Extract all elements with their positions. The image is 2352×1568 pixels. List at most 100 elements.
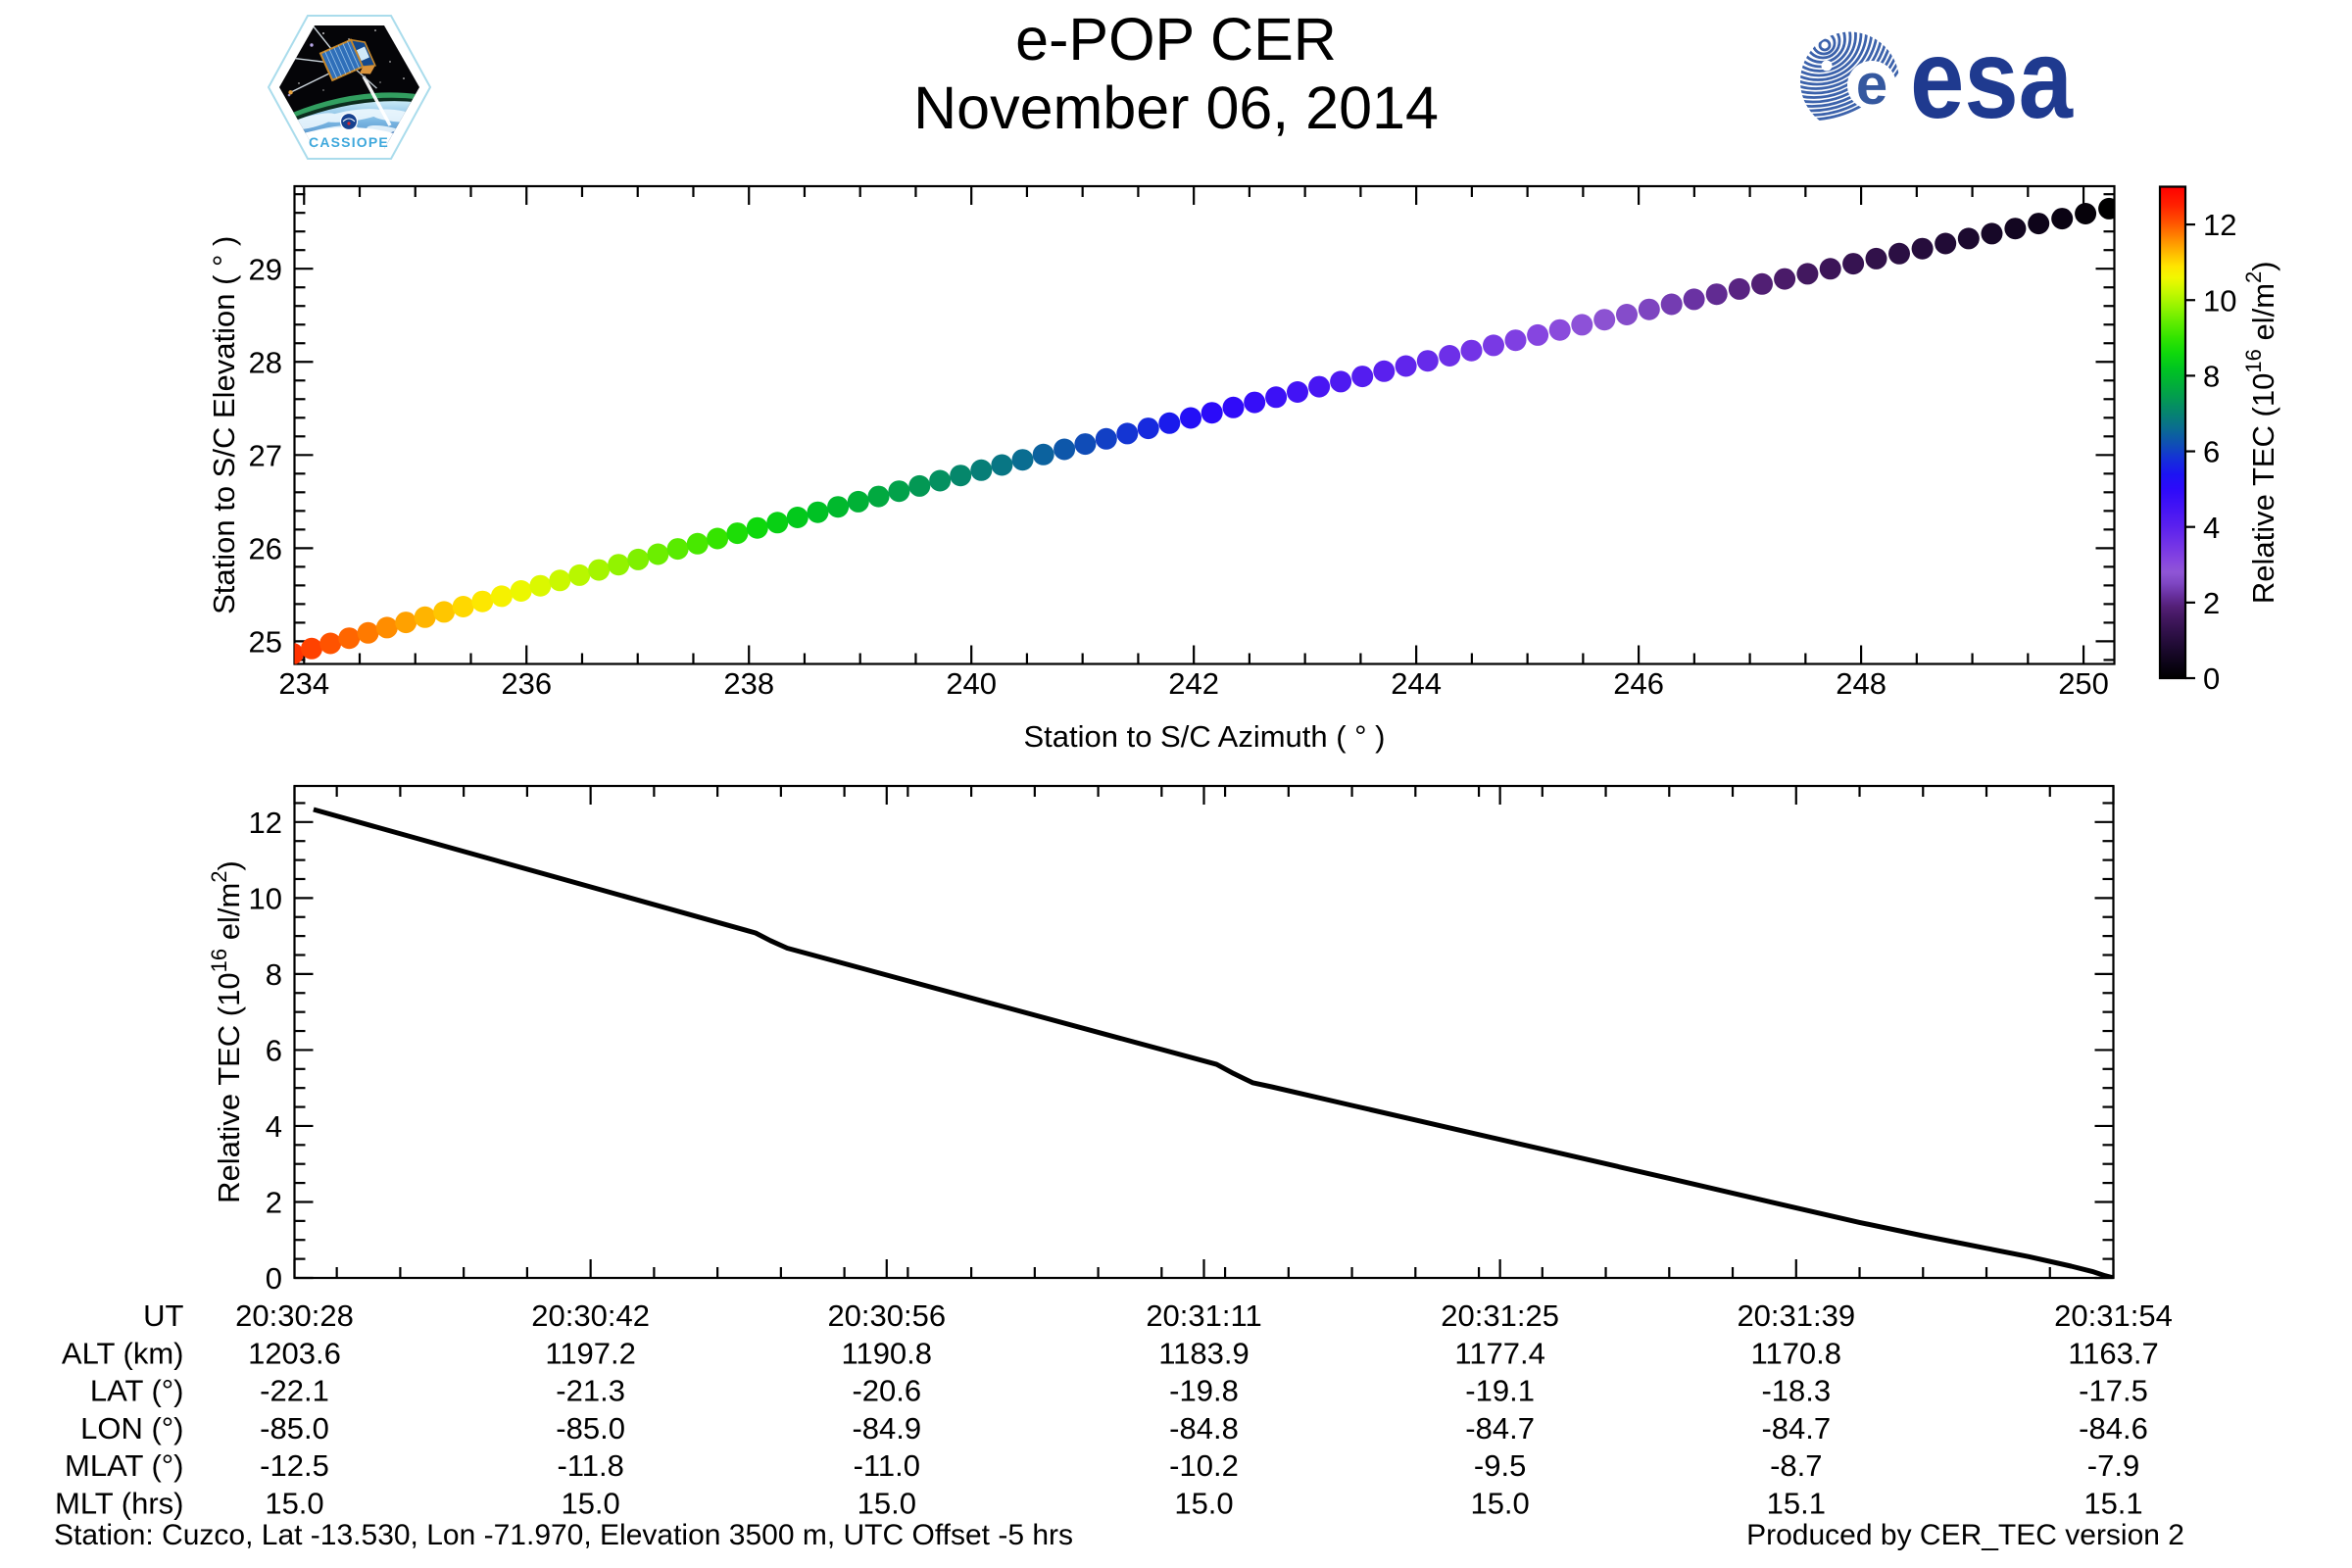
scatter-point — [1287, 381, 1308, 403]
scatter-point — [1571, 314, 1593, 336]
table-cell: 1170.8 — [1751, 1336, 1842, 1370]
scatter-point — [1593, 309, 1616, 331]
scatter-point — [1774, 268, 1796, 290]
scatter-point — [1865, 247, 1887, 270]
table-cell: -7.9 — [2087, 1448, 2139, 1483]
scatter-point — [1200, 402, 1223, 424]
scatter-point — [2028, 213, 2050, 235]
table-cell: 20:31:54 — [2054, 1298, 2173, 1333]
x-tick-label: 248 — [1836, 666, 1886, 701]
scatter-point — [452, 596, 474, 617]
scatter-point — [588, 559, 611, 581]
scatter-point — [627, 548, 650, 570]
scatter-point — [357, 621, 379, 644]
scatter-point — [1935, 232, 1957, 255]
table-cell: 1177.4 — [1454, 1336, 1545, 1370]
table-cell: -85.0 — [556, 1411, 625, 1446]
scatter-point — [666, 538, 689, 561]
scatter-point — [1683, 288, 1705, 311]
table-cell: 20:31:11 — [1146, 1298, 1261, 1333]
x-tick-label: 236 — [501, 666, 552, 701]
scatter-point — [1504, 329, 1527, 352]
table-cell: -84.6 — [2079, 1411, 2148, 1446]
scatter-point — [510, 580, 532, 602]
scatter-point — [1074, 433, 1097, 456]
esa-e-glyph: e — [1856, 53, 1887, 117]
scatter-point — [1265, 386, 1288, 409]
scatter-point — [950, 465, 972, 487]
table-row-label: ALT (km) — [62, 1336, 184, 1370]
scatter-point — [647, 543, 669, 565]
scatter-point — [1395, 355, 1417, 377]
scatter-point — [1244, 391, 1266, 414]
colorbar-tick-label: 2 — [2203, 586, 2220, 620]
patch-atmosphere-limb — [279, 97, 419, 130]
table-row-label: MLAT (°) — [65, 1448, 183, 1483]
x-axis-label: Station to S/C Azimuth ( ° ) — [1023, 719, 1385, 754]
scatter-point — [1439, 345, 1461, 367]
scatter-point — [929, 469, 952, 492]
esa-e-disc — [1847, 61, 1896, 110]
scatter-point — [1308, 375, 1331, 398]
table-cell: -18.3 — [1761, 1374, 1831, 1408]
colorbar-tick-label: 10 — [2203, 283, 2236, 318]
scatter-point — [1416, 350, 1439, 372]
esa-globe-icon: e — [1800, 31, 1899, 131]
table-cell: -84.7 — [1465, 1411, 1535, 1446]
scatter-point — [991, 454, 1013, 476]
scatter-point — [1032, 443, 1054, 466]
scatter-point — [1616, 304, 1638, 325]
scatter-point — [1660, 293, 1683, 316]
elevation-azimuth-axes — [293, 184, 2116, 665]
table-row-label: LAT (°) — [90, 1374, 184, 1408]
table-cell: 1190.8 — [842, 1336, 933, 1370]
scatter-point — [1911, 237, 1934, 260]
patch-bottom-band — [279, 127, 419, 149]
scatter-series — [294, 197, 2115, 664]
scatter-point — [375, 616, 398, 639]
y-tick-label: 26 — [249, 531, 282, 565]
scatter-point — [786, 507, 808, 528]
scatter-point — [338, 627, 361, 650]
csa-roundel-arc — [342, 118, 356, 122]
table-cell: 20:31:39 — [1737, 1298, 1855, 1333]
table-cell: -85.0 — [260, 1411, 329, 1446]
page-title: e-POP CER — [1015, 6, 1337, 73]
scatter-point — [847, 490, 869, 513]
table-cell: 15.0 — [1470, 1487, 1529, 1521]
scatter-point — [1158, 412, 1181, 434]
esa-white-dot — [1821, 60, 1833, 72]
scatter-point — [433, 601, 456, 623]
scatter-point — [807, 501, 829, 523]
csa-roundel-leaf — [347, 122, 351, 125]
table-cell: 15.1 — [2083, 1487, 2142, 1521]
table-row-label: LON (°) — [80, 1411, 183, 1446]
y-tick-label: 29 — [249, 252, 282, 286]
axes-frame — [293, 184, 2116, 665]
scatter-point — [827, 496, 850, 518]
scatter-point — [1011, 449, 1034, 471]
colorbar-tick-label: 6 — [2203, 435, 2220, 469]
scatter-point — [301, 637, 322, 660]
table-row-label: MLT (hrs) — [55, 1487, 183, 1521]
x-tick-label: 246 — [1613, 666, 1664, 701]
table-cell: -19.8 — [1169, 1374, 1239, 1408]
table-cell: 20:31:25 — [1441, 1298, 1559, 1333]
scatter-point — [1888, 242, 1910, 265]
scatter-point — [726, 522, 749, 545]
table-cell: -84.8 — [1169, 1411, 1239, 1446]
table-cell: -8.7 — [1770, 1448, 1822, 1483]
scatter-point — [1638, 298, 1660, 320]
scatter-point — [1095, 427, 1117, 450]
esa-wordmark: esa — [1910, 17, 2074, 142]
y-tick-label: 10 — [249, 881, 282, 915]
table-cell: 15.0 — [265, 1487, 323, 1521]
scatter-point — [1705, 283, 1728, 306]
scatter-point — [707, 527, 729, 550]
scatter-point — [549, 569, 571, 592]
scatter-point — [970, 459, 993, 481]
colorbar-axis-label: Relative TEC (1016 el/m2) — [2241, 261, 2280, 604]
scatter-point — [1527, 323, 1549, 346]
x-tick-label: 250 — [2058, 666, 2109, 701]
